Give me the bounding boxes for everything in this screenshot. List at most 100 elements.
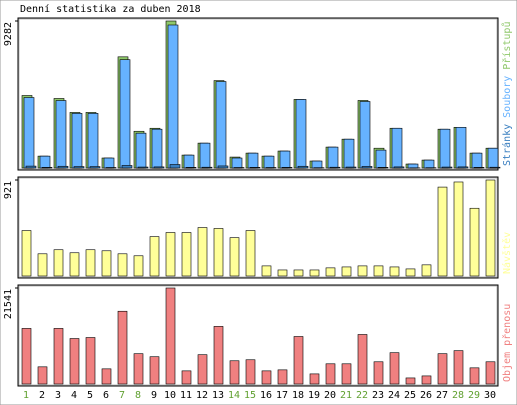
bar (343, 138, 355, 169)
bar (261, 370, 272, 385)
bar (489, 166, 501, 169)
bar (55, 100, 67, 169)
bar (281, 167, 293, 169)
panel-frame (17, 284, 499, 387)
bar (471, 152, 483, 169)
bar (183, 154, 195, 169)
x-tick-label: 13 (212, 390, 224, 401)
x-tick-label: 1 (23, 390, 29, 401)
bar (391, 127, 403, 169)
bar (181, 232, 192, 277)
bar (309, 269, 320, 277)
bar (327, 146, 339, 169)
x-tick-label: 5 (87, 390, 93, 401)
x-tick-label: 6 (103, 390, 109, 401)
x-tick-label: 21 (340, 390, 352, 401)
x-tick-label: 4 (71, 390, 77, 401)
bar (485, 179, 496, 277)
bar (213, 326, 224, 385)
bar (297, 165, 309, 169)
bar (389, 352, 400, 385)
bar (325, 363, 336, 385)
bar (453, 181, 464, 277)
x-tick-label: 17 (276, 390, 288, 401)
x-tick-label: 3 (55, 390, 61, 401)
bar (201, 166, 213, 169)
bar (217, 165, 229, 169)
bar (21, 230, 32, 277)
bar (359, 101, 371, 169)
bar (439, 128, 451, 169)
bar (165, 287, 176, 385)
bar (57, 165, 69, 169)
bar (149, 236, 160, 277)
bar (153, 166, 165, 169)
x-tick-label: 20 (324, 390, 336, 401)
bar (441, 166, 453, 169)
bar (137, 166, 149, 169)
bar (473, 167, 485, 169)
bar (37, 253, 48, 277)
legend-label: Soubory (502, 76, 513, 118)
bar (39, 155, 51, 169)
bar (263, 155, 275, 169)
bar (53, 328, 64, 385)
bar (345, 166, 357, 169)
bar (249, 167, 261, 169)
bar (341, 266, 352, 277)
legend-label: Přístupů (501, 22, 513, 70)
bar (71, 113, 83, 169)
bar (117, 310, 128, 385)
bar (119, 59, 131, 169)
panel-inner (18, 177, 498, 278)
x-tick-label: 24 (388, 390, 400, 401)
bar (185, 167, 197, 169)
bar (405, 268, 416, 277)
bar (279, 150, 291, 169)
bar (437, 186, 448, 277)
bar (423, 159, 435, 169)
bar (469, 207, 480, 277)
bar (277, 269, 288, 277)
bar (103, 157, 115, 169)
y-tick-label: 21541 (3, 289, 14, 319)
bar (469, 367, 480, 385)
x-tick-label: 12 (196, 390, 208, 401)
bar (165, 232, 176, 277)
bar (197, 227, 208, 277)
bar (199, 142, 211, 169)
bar (277, 369, 288, 385)
bar (421, 375, 432, 385)
legend-label: Objem přenosu (501, 304, 513, 382)
x-tick-label: 23 (372, 390, 384, 401)
bar (101, 250, 112, 277)
bar (69, 252, 80, 277)
x-tick-label: 26 (420, 390, 432, 401)
bar (329, 166, 341, 169)
x-tick-label: 11 (180, 390, 192, 401)
y-tick-label: 921 (3, 181, 14, 199)
bar (375, 149, 387, 169)
panel-inner (18, 18, 498, 170)
bar (311, 160, 323, 169)
x-tick-label: 14 (228, 390, 240, 401)
bar (293, 269, 304, 277)
x-tick-label: 2 (39, 390, 45, 401)
bar (357, 265, 368, 277)
bar (169, 164, 181, 169)
bar (149, 356, 160, 385)
bar (421, 264, 432, 277)
panel-inner (18, 285, 498, 386)
x-tick-label: 25 (404, 390, 416, 401)
bar (245, 230, 256, 277)
bar (215, 81, 227, 169)
bar (41, 167, 53, 169)
bar (121, 165, 133, 169)
bar (37, 366, 48, 385)
bar (487, 147, 499, 169)
bar (89, 166, 101, 169)
x-tick-label: 27 (436, 390, 448, 401)
x-tick-label: 8 (135, 390, 141, 401)
bar (389, 266, 400, 277)
